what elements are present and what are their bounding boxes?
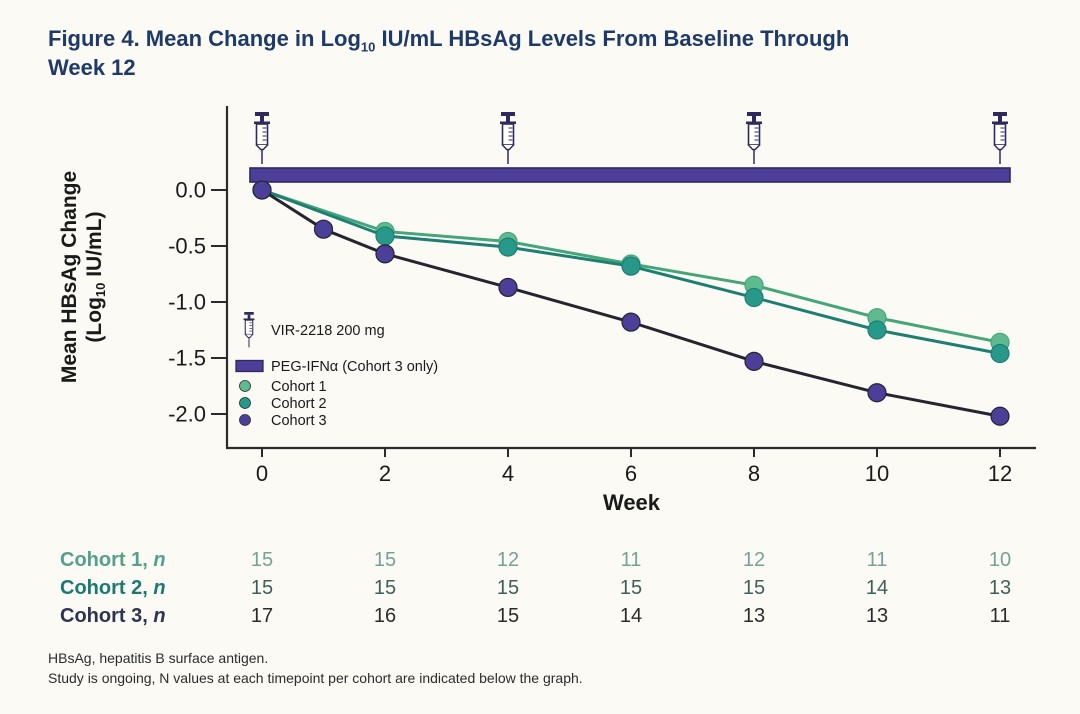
n-value-week-4: 15: [496, 605, 520, 627]
data-point-cohort-3-week-1: [313, 219, 334, 239]
x-tick-label: 12: [988, 461, 1012, 486]
x-tick-label: 8: [748, 461, 760, 486]
footnote-abbreviation: HBsAg, hepatitis B surface antigen.: [48, 650, 269, 666]
data-point-cohort-3-week-10: [867, 383, 887, 403]
table-row-cohort-3: Cohort 3, n 17 16 15 14 13 13 11: [0, 605, 1080, 631]
row-label: Cohort 2, n: [60, 577, 166, 599]
n-value-week-6: 14: [619, 605, 643, 627]
legend-dot-cohort-1: [239, 380, 251, 392]
x-axis-title: Week: [603, 490, 661, 515]
table-row-cohort-2: Cohort 2, n 15 15 15 15 15 14 13: [0, 577, 1080, 603]
n-value-week-0: 15: [250, 577, 274, 599]
y-tick-label: -2.0: [168, 402, 206, 427]
figure-title-line2: Week 12: [48, 55, 136, 81]
n-value-week-2: 15: [373, 549, 397, 571]
data-point-cohort-2-week-8: [744, 287, 764, 308]
n-value-week-2: 15: [373, 577, 397, 599]
n-value-week-10: 11: [866, 549, 888, 571]
n-value-week-12: 10: [988, 549, 1012, 571]
peg-ifn-treatment-bar: [249, 167, 1011, 183]
series-line-cohort-3: [261, 188, 1001, 418]
n-value-week-6: 15: [619, 577, 643, 599]
footnotes: HBsAg, hepatitis B surface antigen. Stud…: [48, 648, 583, 688]
table-row-cohort-1: Cohort 1, n 15 15 12 11 12 11 10: [0, 549, 1080, 575]
n-value-week-12: 13: [988, 577, 1012, 599]
n-value-week-8: 12: [742, 549, 766, 571]
y-tick-label: -1.0: [168, 290, 206, 315]
legend-label-4: Cohort 2: [271, 396, 327, 412]
n-value-week-2: 16: [373, 605, 397, 627]
legend-dot-cohort-3: [239, 414, 251, 426]
y-tick-label: -1.5: [168, 346, 206, 371]
row-label: Cohort 1, n: [60, 549, 166, 571]
figure-title-text: Figure 4. Mean Change in Log: [48, 26, 361, 51]
data-point-cohort-2-week-4: [498, 237, 518, 257]
n-value-week-8: 13: [742, 605, 766, 627]
data-point-cohort-3-week-8: [744, 351, 764, 371]
x-tick-label: 6: [625, 461, 637, 486]
data-point-cohort-3-week-2: [375, 244, 395, 264]
n-value-week-10: 14: [865, 577, 889, 599]
data-point-cohort-2-week-10: [867, 320, 887, 340]
data-point-cohort-2-week-12: [990, 343, 1010, 364]
figure-title-text-2: IU/mL HBsAg Levels From Baseline Through: [375, 26, 850, 51]
legend-dot-cohort-2: [239, 397, 251, 409]
y-tick-label: -0.5: [168, 234, 206, 259]
n-value-week-6: 11: [620, 549, 642, 571]
n-value-week-0: 17: [250, 605, 274, 627]
data-point-cohort-3-week-4: [498, 277, 518, 298]
x-tick-label: 10: [865, 461, 889, 486]
legend-bar-swatch: [235, 359, 264, 373]
data-point-cohort-3-week-12: [990, 406, 1010, 426]
n-value-week-4: 15: [496, 577, 520, 599]
data-point-cohort-3-week-6: [621, 312, 641, 332]
legend-label-2: PEG-IFNα (Cohort 3 only): [271, 359, 438, 375]
figure-title-subscript: 10: [360, 39, 376, 55]
y-axis-title-line1: Mean HBsAg Change: [58, 171, 81, 383]
data-point-cohort-2-week-6: [621, 256, 641, 276]
x-tick-label: 0: [256, 461, 268, 486]
legend-label-3: Cohort 1: [271, 379, 327, 395]
y-tick-label: 0.0: [175, 178, 206, 203]
x-tick-label: 4: [502, 461, 514, 486]
data-point-cohort-3-week-0: [252, 180, 272, 200]
n-value-week-10: 13: [865, 605, 889, 627]
legend-label-1: VIR-2218 200 mg: [271, 323, 385, 339]
n-value-week-8: 15: [742, 577, 766, 599]
figure-title: Figure 4. Mean Change in Log10 IU/mL HBs…: [48, 24, 1053, 82]
n-value-week-0: 15: [250, 549, 274, 571]
x-tick-label: 2: [379, 461, 391, 486]
n-value-week-12: 11: [989, 605, 1011, 627]
n-value-week-4: 12: [496, 549, 520, 571]
row-label: Cohort 3, n: [60, 605, 166, 627]
footnote-study-note: Study is ongoing, N values at each timep…: [48, 670, 583, 686]
y-axis-title-line2: (Log10 IU/mL): [83, 211, 108, 342]
legend-label-5: Cohort 3: [271, 413, 327, 429]
